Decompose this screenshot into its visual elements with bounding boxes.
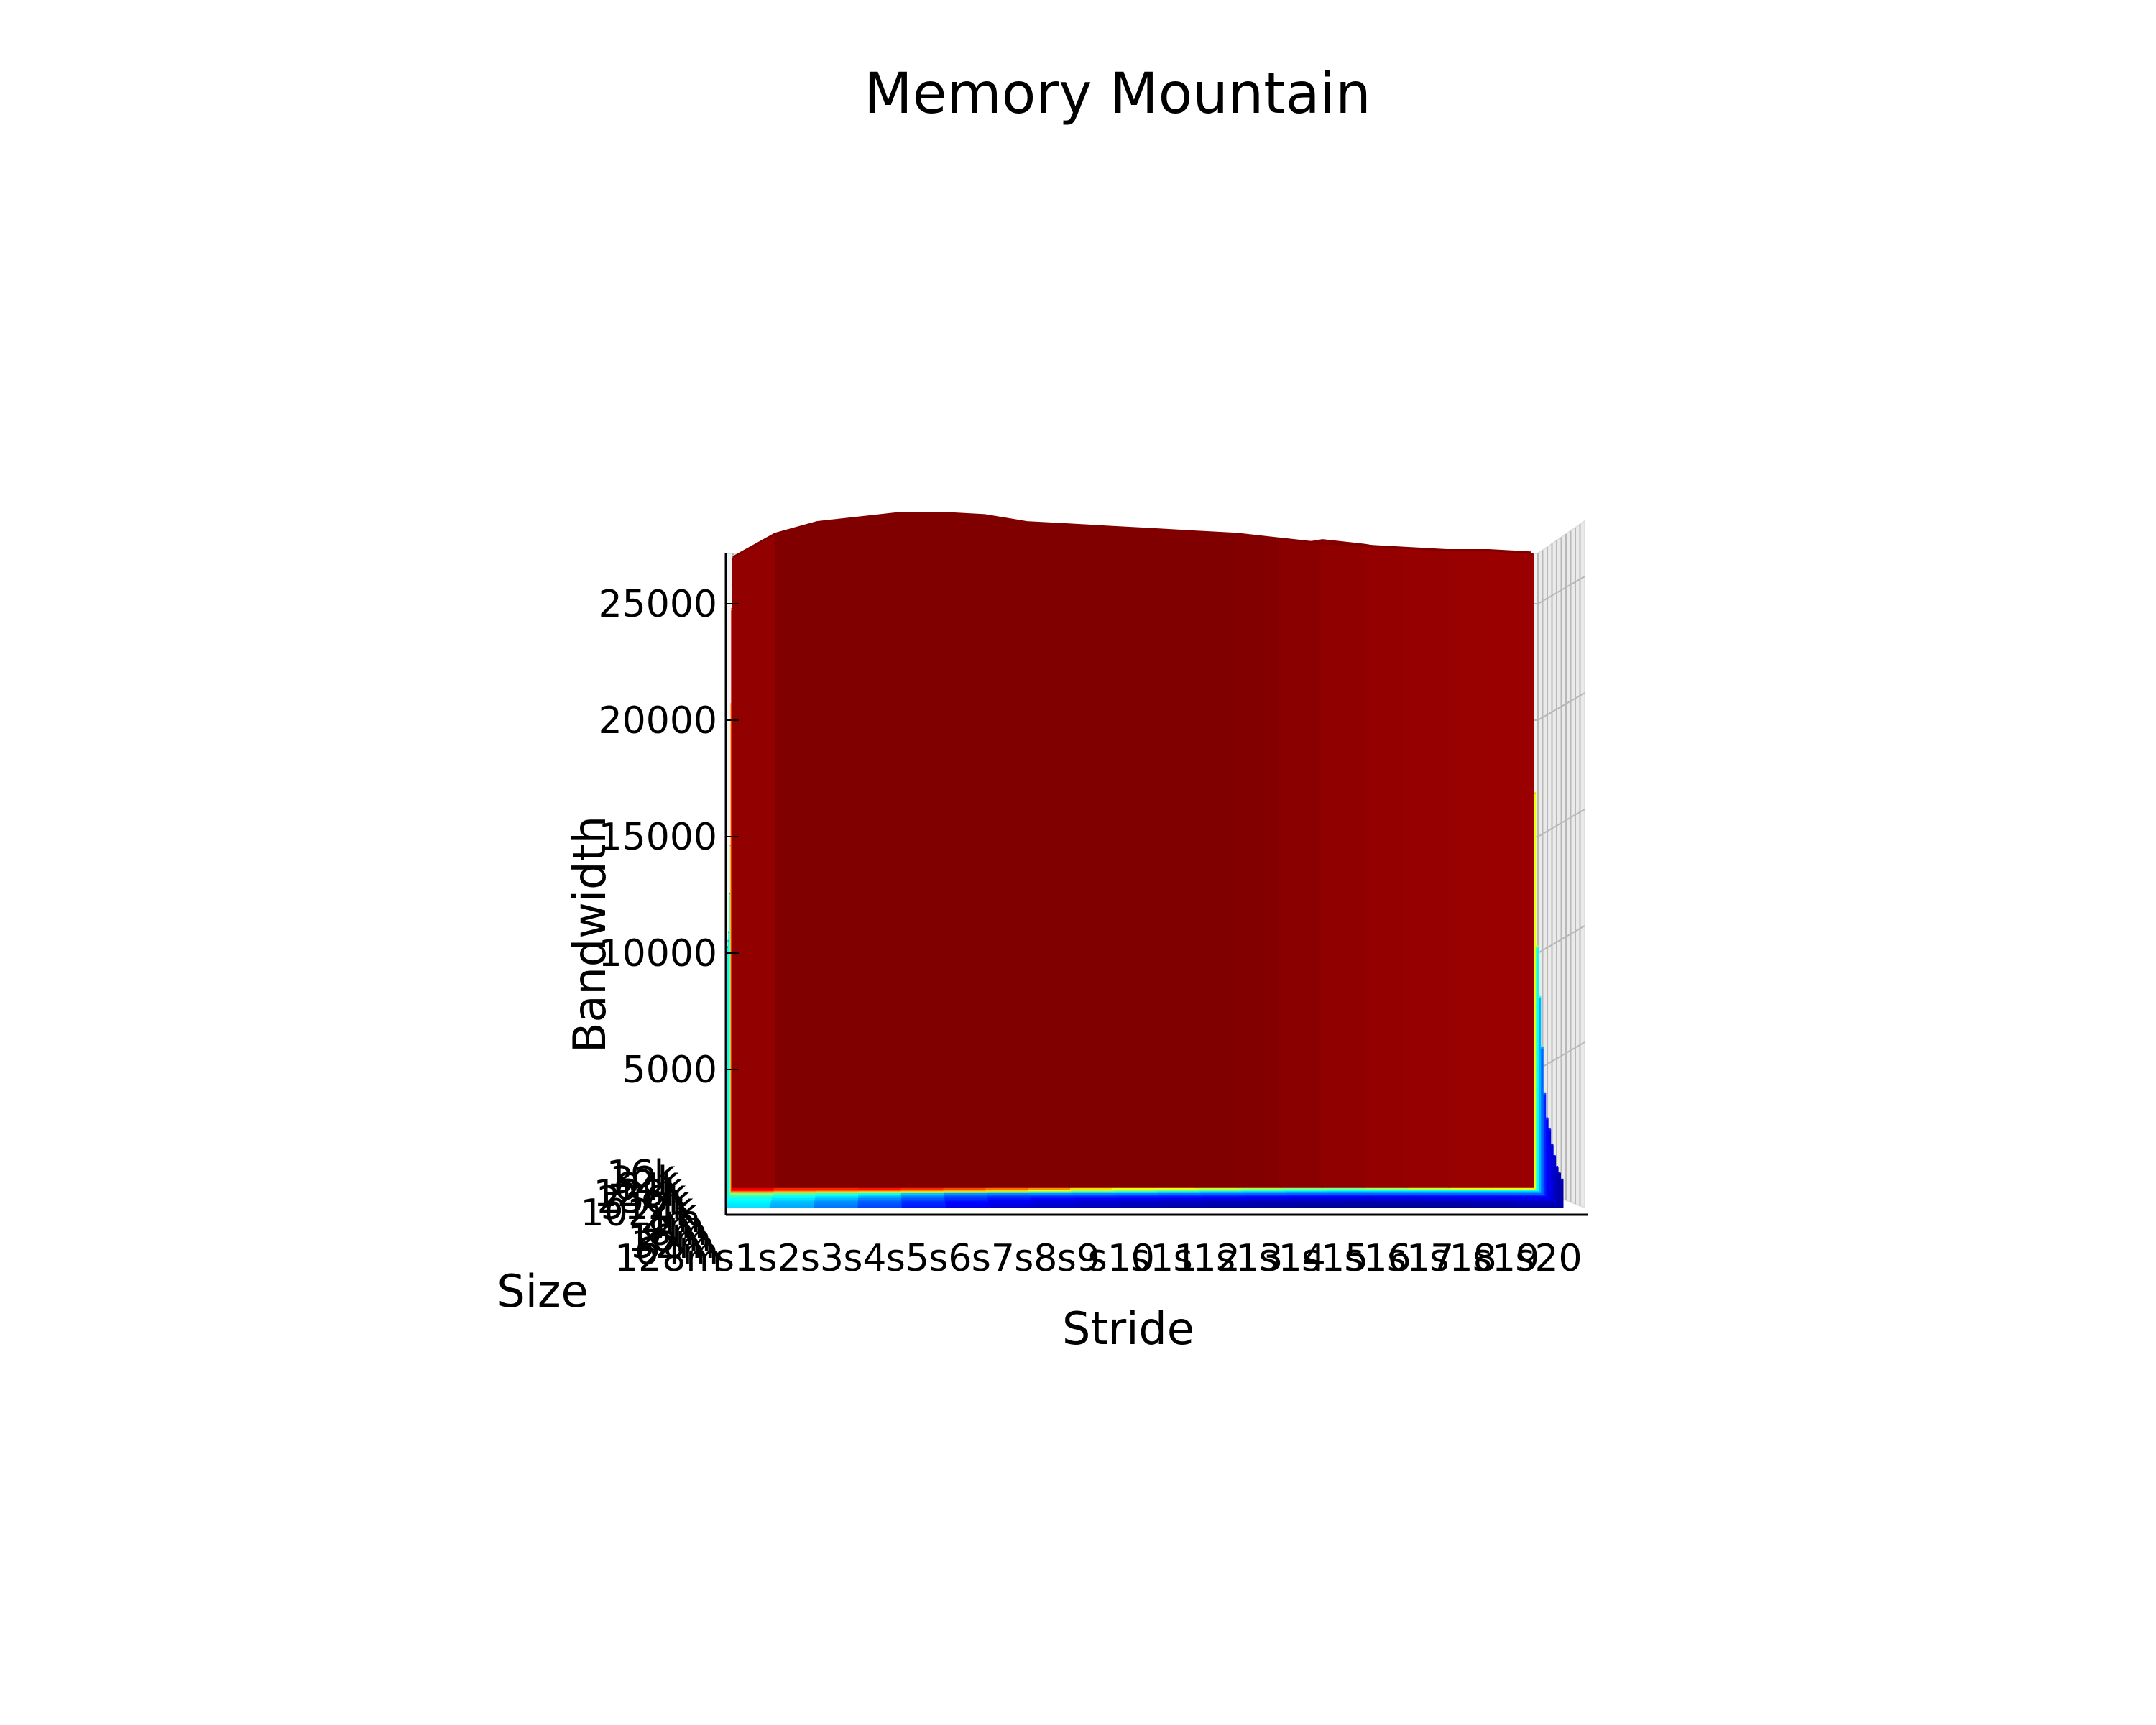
surface-patch xyxy=(858,512,902,1187)
x-tick-label: s20 xyxy=(1515,1237,1582,1280)
surface-patch xyxy=(1279,538,1322,1187)
surface-patch xyxy=(1110,526,1153,1187)
y-tick-label: 16k xyxy=(607,1153,676,1196)
z-tick-label: 20000 xyxy=(599,699,717,742)
x-tick-label: s1 xyxy=(715,1237,758,1280)
x-tick-label: s18 xyxy=(1429,1237,1496,1280)
surface-patch xyxy=(1236,533,1279,1187)
y-tick-label: 16m xyxy=(627,1218,711,1261)
surface-patch xyxy=(1152,528,1196,1187)
x-tick-label: s8 xyxy=(1014,1237,1057,1280)
surface-patch xyxy=(1068,524,1112,1187)
x-axis-label: Stride xyxy=(1062,1302,1194,1355)
surface-patch xyxy=(1194,531,1238,1187)
surface-patch xyxy=(985,515,1028,1187)
surface-patch xyxy=(774,521,818,1187)
y-tick-label: 8m xyxy=(648,1211,708,1254)
surface-patch xyxy=(1026,522,1069,1187)
surface-patch xyxy=(1488,549,1531,1187)
z-axis-ticks: 5000 10000 15000 20000 25000 xyxy=(599,583,739,1092)
surface-ridge-16k xyxy=(732,512,1531,558)
x-tick-label: s17 xyxy=(1387,1237,1454,1280)
x-tick-label: s16 xyxy=(1344,1237,1411,1280)
x-tick-label: s7 xyxy=(972,1237,1015,1280)
y-tick-label: 64k xyxy=(614,1166,683,1209)
y-axis-ticks: 128m64m32m16m8m4m2m1024k512k256k128k64k3… xyxy=(581,1153,722,1280)
z-tick-label: 5000 xyxy=(622,1049,717,1092)
surface-plot xyxy=(724,512,1564,1208)
y-tick-label: 2m xyxy=(640,1198,701,1241)
z-tick-label: 10000 xyxy=(599,932,717,975)
surface-patch xyxy=(900,512,944,1187)
surface-patch xyxy=(1404,547,1447,1187)
surface-patch xyxy=(816,517,860,1187)
axis-lines xyxy=(724,553,1588,1216)
y-tick-label: 512k xyxy=(601,1185,694,1228)
x-tick-label: s3 xyxy=(801,1237,844,1280)
chart-title: Memory Mountain xyxy=(864,62,1370,126)
x-tick-label: s13 xyxy=(1216,1237,1283,1280)
x-tick-label: s12 xyxy=(1174,1237,1240,1280)
y-tick-label: 256k xyxy=(597,1179,690,1222)
x-tick-label: s5 xyxy=(886,1237,929,1280)
x-tick-label: s6 xyxy=(929,1237,972,1280)
x-axis-ticks: s1 s2 s3 s4 s5 s6 s7 s8 s9s10s11s12s13s14s15s16s… xyxy=(715,1237,1583,1280)
surface-patch xyxy=(732,533,775,1187)
surface-patch xyxy=(1446,550,1490,1187)
z-tick-label: 15000 xyxy=(599,816,717,859)
z-axis-label: Bandwidth xyxy=(563,816,616,1053)
x-tick-label: s11 xyxy=(1130,1237,1197,1280)
y-tick-label: 1024k xyxy=(581,1192,697,1235)
x-tick-label: s9 xyxy=(1057,1237,1100,1280)
x-tick-label: s19 xyxy=(1473,1237,1539,1280)
surface-patch xyxy=(1320,543,1363,1187)
y-tick-label: 128k xyxy=(594,1172,686,1215)
y-tick-label: 32m xyxy=(631,1224,715,1267)
x-tick-label: s14 xyxy=(1259,1237,1326,1280)
x-tick-label: s15 xyxy=(1302,1237,1368,1280)
y-tick-label: 4m xyxy=(644,1205,704,1248)
x-tick-label: s10 xyxy=(1088,1237,1155,1280)
y-tick-label: 32k xyxy=(610,1159,679,1202)
y-tick-label: 64m xyxy=(635,1230,719,1274)
y-tick-label: 128m xyxy=(614,1237,722,1280)
y-axis-label: Size xyxy=(497,1265,588,1317)
surface-patch xyxy=(1362,545,1406,1187)
z-tick-label: 25000 xyxy=(599,583,717,626)
x-tick-label: s4 xyxy=(843,1237,886,1280)
surface-patch xyxy=(942,512,985,1187)
x-tick-label: s2 xyxy=(757,1237,801,1280)
